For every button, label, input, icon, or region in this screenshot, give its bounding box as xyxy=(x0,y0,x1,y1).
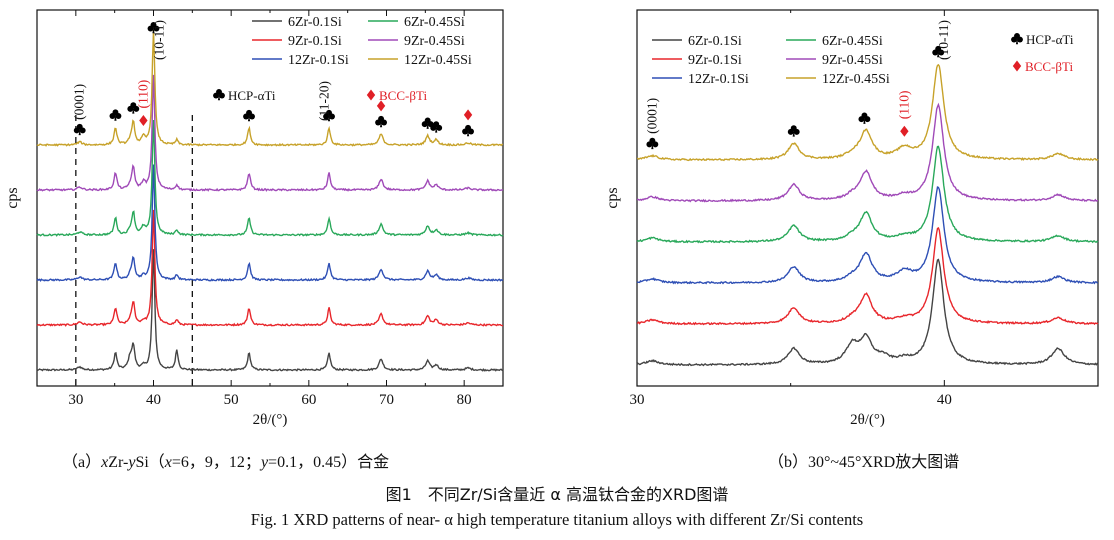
series-line-9Zr-0.45Si xyxy=(636,102,1099,203)
x-tick-label: 40 xyxy=(146,392,161,408)
subcaption-b: （b）30°~45°XRD放大图谱 xyxy=(768,454,960,471)
x-tick-label: 70 xyxy=(379,392,394,408)
panel-a: 30 40 50 60 70 80 2θ/(°) cps 6Zr-0.1Si 6Zr-0.45Si… xyxy=(4,9,504,428)
bcc-peak-marker xyxy=(463,109,473,121)
series-line-12Zr-0.45Si xyxy=(637,63,1099,162)
hcp-peak-marker xyxy=(109,109,122,121)
y-axis-label: cps xyxy=(4,187,21,208)
legend-label: 9Zr-0.45Si xyxy=(822,53,883,68)
hcp-peak-marker xyxy=(375,115,388,128)
hcp-legend-label: HCP-αTi xyxy=(1026,32,1074,47)
x-tick-label: 50 xyxy=(224,392,239,408)
peak-miller-label: (0001) xyxy=(72,84,87,120)
legend-label: 9Zr-0.1Si xyxy=(288,34,342,49)
series-line-6Zr-0.45Si xyxy=(636,145,1099,244)
series-line-12Zr-0.45Si xyxy=(36,30,504,147)
x-tick-label: 30 xyxy=(630,392,645,408)
hcp-peak-marker xyxy=(462,124,474,137)
legend-label: 9Zr-0.1Si xyxy=(688,53,742,68)
bcc-peak-marker xyxy=(900,125,909,137)
hcp-peak-marker xyxy=(73,123,86,136)
peak-miller-label: (110) xyxy=(896,90,911,119)
legend-label: 6Zr-0.1Si xyxy=(288,15,342,30)
series-line-6Zr-0.1Si xyxy=(636,258,1099,367)
bcc-legend-icon xyxy=(366,89,376,101)
panel-b: 30 40 2θ/(°) cps 6Zr-0.1Si 6Zr-0.45Si 9Zr-0.1S… xyxy=(604,9,1099,428)
bcc-peak-marker xyxy=(376,100,386,112)
legend-label: 12Zr-0.45Si xyxy=(822,72,890,87)
x-tick-label: 60 xyxy=(301,392,316,408)
x-axis-label: 2θ/(°) xyxy=(253,412,288,428)
series-line-6Zr-0.45Si xyxy=(36,119,504,237)
hcp-peak-marker xyxy=(127,102,140,114)
legend-label: 12Zr-0.45Si xyxy=(404,53,472,68)
bcc-legend-label: BCC-βTi xyxy=(379,88,427,103)
series-line-9Zr-0.1Si xyxy=(636,227,1099,326)
subcaption-a: （a）xZr-ySi（x=6，9，12；y=0.1，0.45）合金 xyxy=(62,454,390,471)
hcp-peak-marker xyxy=(932,45,945,58)
hcp-legend-icon xyxy=(213,88,225,101)
hcp-legend-label: HCP-αTi xyxy=(228,88,276,103)
hcp-peak-marker xyxy=(243,109,255,122)
bcc-peak-marker xyxy=(139,115,148,127)
peak-miller-label: (110) xyxy=(135,80,150,109)
series-line-12Zr-0.1Si xyxy=(36,164,504,282)
hcp-peak-marker xyxy=(858,112,871,124)
peak-miller-label: (10-11) xyxy=(936,20,951,60)
hcp-peak-marker xyxy=(430,121,443,133)
legend-label: 6Zr-0.1Si xyxy=(688,34,742,49)
series-line-9Zr-0.1Si xyxy=(36,209,503,327)
hcp-legend-icon xyxy=(1011,32,1023,45)
x-tick-label: 30 xyxy=(68,392,83,408)
legend-label: 12Zr-0.1Si xyxy=(688,72,749,87)
legend-label: 12Zr-0.1Si xyxy=(288,53,349,68)
hcp-peak-marker xyxy=(147,21,160,34)
x-tick-label: 40 xyxy=(937,392,952,408)
hcp-peak-marker xyxy=(787,125,800,137)
plot-frame xyxy=(636,9,1099,387)
series-line-9Zr-0.45Si xyxy=(36,74,504,192)
x-tick-label: 80 xyxy=(457,392,472,408)
y-axis-label: cps xyxy=(604,187,621,208)
hcp-peak-marker xyxy=(646,137,659,150)
peak-miller-label: (11-20) xyxy=(316,81,331,121)
legend-label: 6Zr-0.45Si xyxy=(404,15,465,30)
series-line-6Zr-0.1Si xyxy=(36,249,504,372)
bcc-legend-icon xyxy=(1012,60,1022,72)
hcp-peak-marker xyxy=(323,109,335,122)
peak-miller-label: (10-11) xyxy=(152,20,167,60)
legend-label: 6Zr-0.45Si xyxy=(822,34,883,49)
legend-label: 9Zr-0.45Si xyxy=(404,34,465,49)
bcc-legend-label: BCC-βTi xyxy=(1025,59,1073,74)
x-axis-label: 2θ/(°) xyxy=(850,412,885,428)
figure-caption-cn: 图1 不同Zr/Si含量近 α 高温钛合金的XRD图谱 xyxy=(385,485,729,504)
series-line-12Zr-0.1Si xyxy=(636,186,1099,285)
peak-miller-label: (0001) xyxy=(644,98,659,134)
figure-caption-en: Fig. 1 XRD patterns of near- α high temp… xyxy=(250,510,864,529)
